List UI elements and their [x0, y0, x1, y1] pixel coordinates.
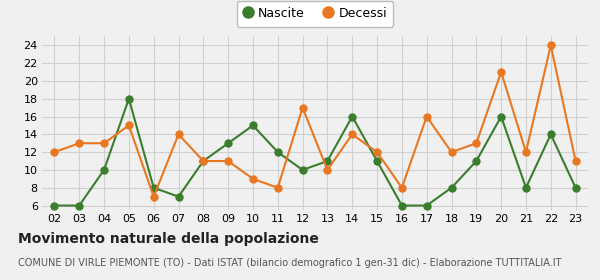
- Text: Movimento naturale della popolazione: Movimento naturale della popolazione: [18, 232, 319, 246]
- Legend: Nascite, Decessi: Nascite, Decessi: [236, 1, 394, 27]
- Text: COMUNE DI VIRLE PIEMONTE (TO) - Dati ISTAT (bilancio demografico 1 gen-31 dic) -: COMUNE DI VIRLE PIEMONTE (TO) - Dati IST…: [18, 258, 562, 268]
